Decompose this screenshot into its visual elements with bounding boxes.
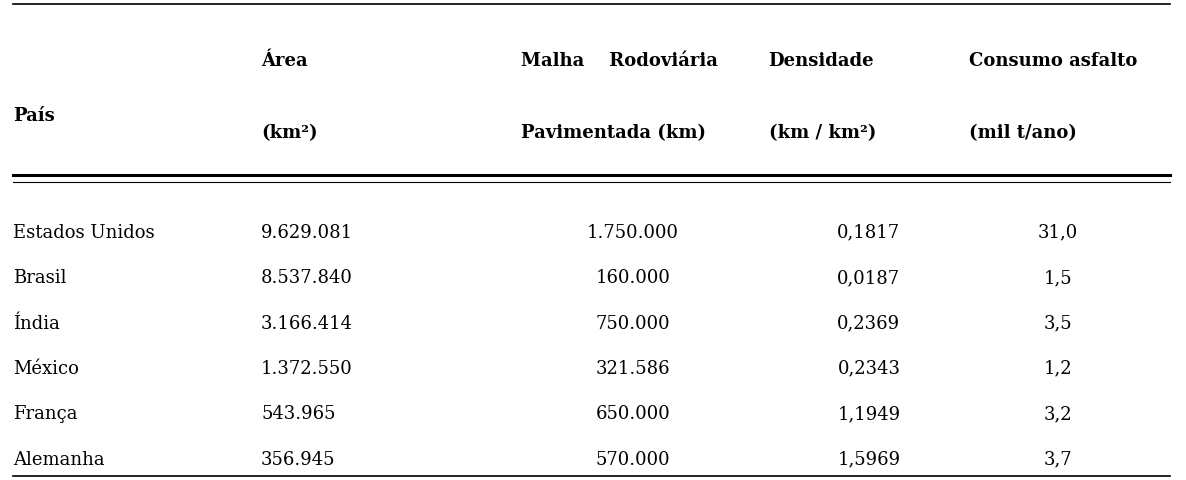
Text: 160.000: 160.000: [595, 269, 670, 287]
Text: País: País: [13, 107, 55, 125]
Text: (km / km²): (km / km²): [769, 124, 876, 142]
Text: 3,2: 3,2: [1044, 405, 1072, 423]
Text: 650.000: 650.000: [595, 405, 670, 423]
Text: Densidade: Densidade: [769, 52, 874, 70]
Text: 31,0: 31,0: [1038, 224, 1078, 242]
Text: Consumo asfalto: Consumo asfalto: [969, 52, 1137, 70]
Text: (km²): (km²): [261, 124, 318, 142]
Text: 1,5969: 1,5969: [837, 451, 900, 468]
Text: 1.750.000: 1.750.000: [587, 224, 678, 242]
Text: Pavimentada (km): Pavimentada (km): [521, 124, 706, 142]
Text: 0,0187: 0,0187: [837, 269, 900, 287]
Text: Alemanha: Alemanha: [13, 451, 104, 468]
Text: 3,5: 3,5: [1044, 314, 1072, 333]
Text: 543.965: 543.965: [261, 405, 336, 423]
Text: 356.945: 356.945: [261, 451, 336, 468]
Text: 0,2343: 0,2343: [837, 360, 900, 378]
Text: 3.166.414: 3.166.414: [261, 314, 353, 333]
Text: 1.372.550: 1.372.550: [261, 360, 352, 378]
Text: 750.000: 750.000: [595, 314, 670, 333]
Text: Estados Unidos: Estados Unidos: [13, 224, 155, 242]
Text: 321.586: 321.586: [595, 360, 670, 378]
Text: 3,7: 3,7: [1044, 451, 1072, 468]
Text: México: México: [13, 360, 79, 378]
Text: Área: Área: [261, 52, 307, 70]
Text: 0,1817: 0,1817: [837, 224, 900, 242]
Text: Brasil: Brasil: [13, 269, 66, 287]
Text: 8.537.840: 8.537.840: [261, 269, 353, 287]
Text: 570.000: 570.000: [595, 451, 670, 468]
Text: 9.629.081: 9.629.081: [261, 224, 353, 242]
Text: Malha    Rodoviária: Malha Rodoviária: [521, 52, 718, 70]
Text: 1,1949: 1,1949: [837, 405, 900, 423]
Text: (mil t/ano): (mil t/ano): [969, 124, 1077, 142]
Text: Índia: Índia: [13, 314, 60, 333]
Text: França: França: [13, 405, 78, 423]
Text: 0,2369: 0,2369: [837, 314, 900, 333]
Text: 1,5: 1,5: [1044, 269, 1072, 287]
Text: 1,2: 1,2: [1044, 360, 1072, 378]
